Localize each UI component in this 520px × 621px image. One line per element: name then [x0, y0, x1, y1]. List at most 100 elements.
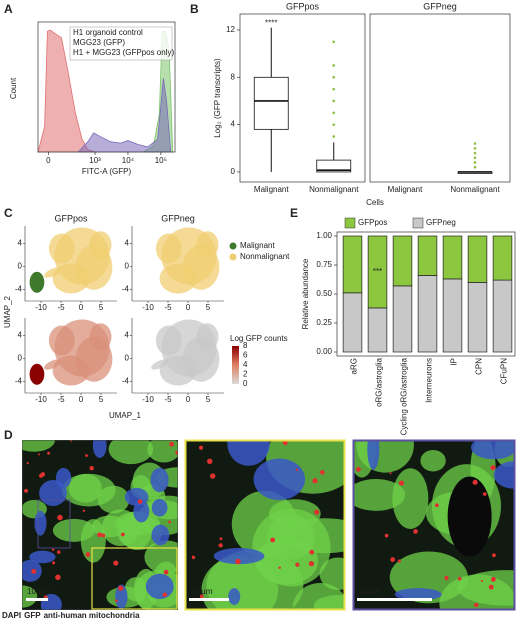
x-tick-label: 10³ [89, 156, 101, 165]
mito-signal [482, 492, 487, 496]
mito-signal [309, 549, 315, 555]
cell-cluster [29, 363, 45, 385]
x-axis-label: FITC-A (GFP) [82, 167, 132, 176]
cell-cloud [89, 323, 112, 351]
umap-panel [29, 227, 113, 294]
x-tick-label: -5 [164, 303, 172, 312]
mito-signal [55, 574, 61, 581]
mito-signal [89, 466, 94, 471]
colorbar-title: Log GFP counts [230, 334, 288, 343]
mito-signal [169, 441, 174, 447]
mito-signal [295, 468, 299, 471]
outlier [473, 146, 477, 150]
gfp-cell [22, 440, 55, 452]
x-tick-label: -5 [164, 395, 172, 404]
y-tick-label: -4 [15, 377, 23, 386]
y-axis-label: Relative abundance [301, 258, 310, 329]
x-tick-label: -10 [142, 395, 154, 404]
cell-cloud [44, 359, 62, 370]
mito-signal [47, 451, 51, 455]
y-tick-label: 0.50 [316, 289, 332, 298]
cell-cloud [52, 355, 90, 386]
mito-signal [199, 594, 204, 599]
mito-signal [175, 451, 178, 455]
legend-swatch [229, 242, 237, 250]
gfp-cell [392, 468, 429, 529]
mito-signal [312, 478, 318, 484]
scale-bar [26, 598, 48, 601]
mito-signal [115, 599, 118, 603]
mito-signal [413, 529, 418, 534]
cell-cloud [196, 323, 219, 351]
y-tick-label: 8 [231, 72, 236, 81]
gfp-cell [420, 449, 446, 472]
y-tick-label: 4 [125, 238, 130, 247]
facet-frame [369, 13, 511, 183]
gfp-cell [147, 440, 178, 463]
outlier [332, 64, 336, 67]
mito-signal [356, 467, 361, 472]
plot-frame [37, 21, 176, 153]
facet-frame [239, 13, 366, 183]
mito-signal [168, 520, 171, 524]
nucleus [151, 498, 168, 517]
mito-signal [384, 533, 389, 538]
box [316, 159, 352, 173]
colorbar-tick-label: 6 [243, 351, 248, 360]
x-tick-label: 0 [46, 156, 51, 165]
x-tick-label: aRG [350, 358, 359, 374]
y-axis-label: Count [9, 77, 18, 99]
bar-segment [442, 278, 463, 353]
cell-cloud [159, 263, 197, 294]
x-tick-label: Malignant [388, 185, 423, 194]
colorbar-tick-label: 4 [243, 360, 248, 369]
bar-segment [442, 235, 463, 280]
x-tick-label: Nonmalignant [450, 185, 500, 194]
y-tick-label: 0.00 [316, 347, 332, 356]
mito-signal [218, 543, 223, 548]
inset-marker [37, 499, 71, 549]
nucleus [253, 458, 306, 501]
mito-signal [85, 552, 91, 557]
bar-segment [342, 292, 363, 353]
mito-signal [24, 488, 29, 493]
x-tick-label: -5 [57, 395, 65, 404]
bar-segment [342, 235, 363, 294]
x-tick-label: 10⁴ [122, 156, 135, 165]
mito-signal [118, 585, 124, 591]
bar-segment [492, 235, 513, 281]
nucleus [39, 480, 67, 506]
x-tick-label: 0 [79, 395, 84, 404]
outlier [332, 123, 336, 126]
y-tick-label: 4 [231, 120, 236, 129]
y-tick-label: 0 [18, 353, 23, 362]
gfp-cell [144, 540, 178, 574]
y-tick-label: 1.00 [316, 231, 332, 240]
x-tick-label: CPN [475, 358, 484, 375]
bar-segment [417, 275, 438, 353]
nucleus [227, 440, 270, 466]
mito-signal [37, 453, 40, 456]
x-tick-label: 5 [99, 303, 104, 312]
cell-cloud [48, 325, 75, 356]
mito-signal [473, 602, 479, 608]
mito-signal [434, 503, 439, 508]
mito-signal [488, 584, 494, 590]
legend-entry: Malignant [240, 241, 275, 250]
mito-signal [198, 445, 204, 450]
x-tick-label: -5 [57, 303, 65, 312]
caption: anti-human mitochondria [44, 611, 141, 620]
facet-title: GFPpos [54, 213, 88, 223]
y-tick-label: -4 [15, 285, 23, 294]
mito-signal [57, 514, 63, 521]
mito-signal [137, 499, 143, 504]
x-tick-label: 5 [206, 303, 211, 312]
mito-signal [314, 509, 320, 515]
bar-segment [467, 282, 488, 353]
scale-bar-label: 10 µm [358, 587, 381, 596]
cell-cloud [196, 231, 219, 259]
legend-entry: H1 + MGG23 (GFPpos only) [73, 48, 174, 57]
facet-title: GFPpos [286, 1, 320, 11]
gfp-cell [80, 518, 106, 563]
